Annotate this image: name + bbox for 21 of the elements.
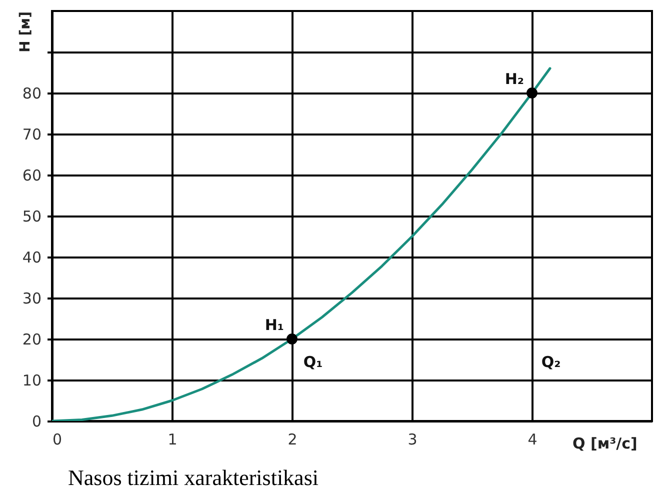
annotation: Q₁: [303, 353, 323, 371]
x-tick-label: 2: [288, 430, 298, 448]
x-tick-label: 3: [408, 430, 418, 448]
x-tick-label: 0: [52, 430, 62, 448]
y-tick-label: 0: [32, 412, 42, 430]
y-tick-label: 50: [22, 208, 42, 226]
y-tick-label: 70: [22, 126, 42, 144]
y-tick-label: 60: [22, 166, 42, 184]
annotation: Q₂: [541, 353, 561, 371]
y-axis-title: H [м]: [18, 12, 34, 52]
y-tick-label: 30: [22, 290, 42, 308]
annotation: H₁: [264, 316, 284, 334]
annotation: H₂: [504, 70, 524, 88]
y-tick-label: 20: [22, 330, 42, 348]
x-tick-label: 4: [528, 430, 538, 448]
text: Nasos tizimi xarakteristikasi: [68, 465, 318, 490]
y-tick-label: 40: [22, 248, 42, 266]
x-tick-label: 1: [168, 430, 178, 448]
x-axis-title: Q [м³/с]: [572, 434, 638, 452]
y-tick-label: 80: [22, 84, 42, 102]
y-tick-label: 10: [22, 372, 42, 390]
